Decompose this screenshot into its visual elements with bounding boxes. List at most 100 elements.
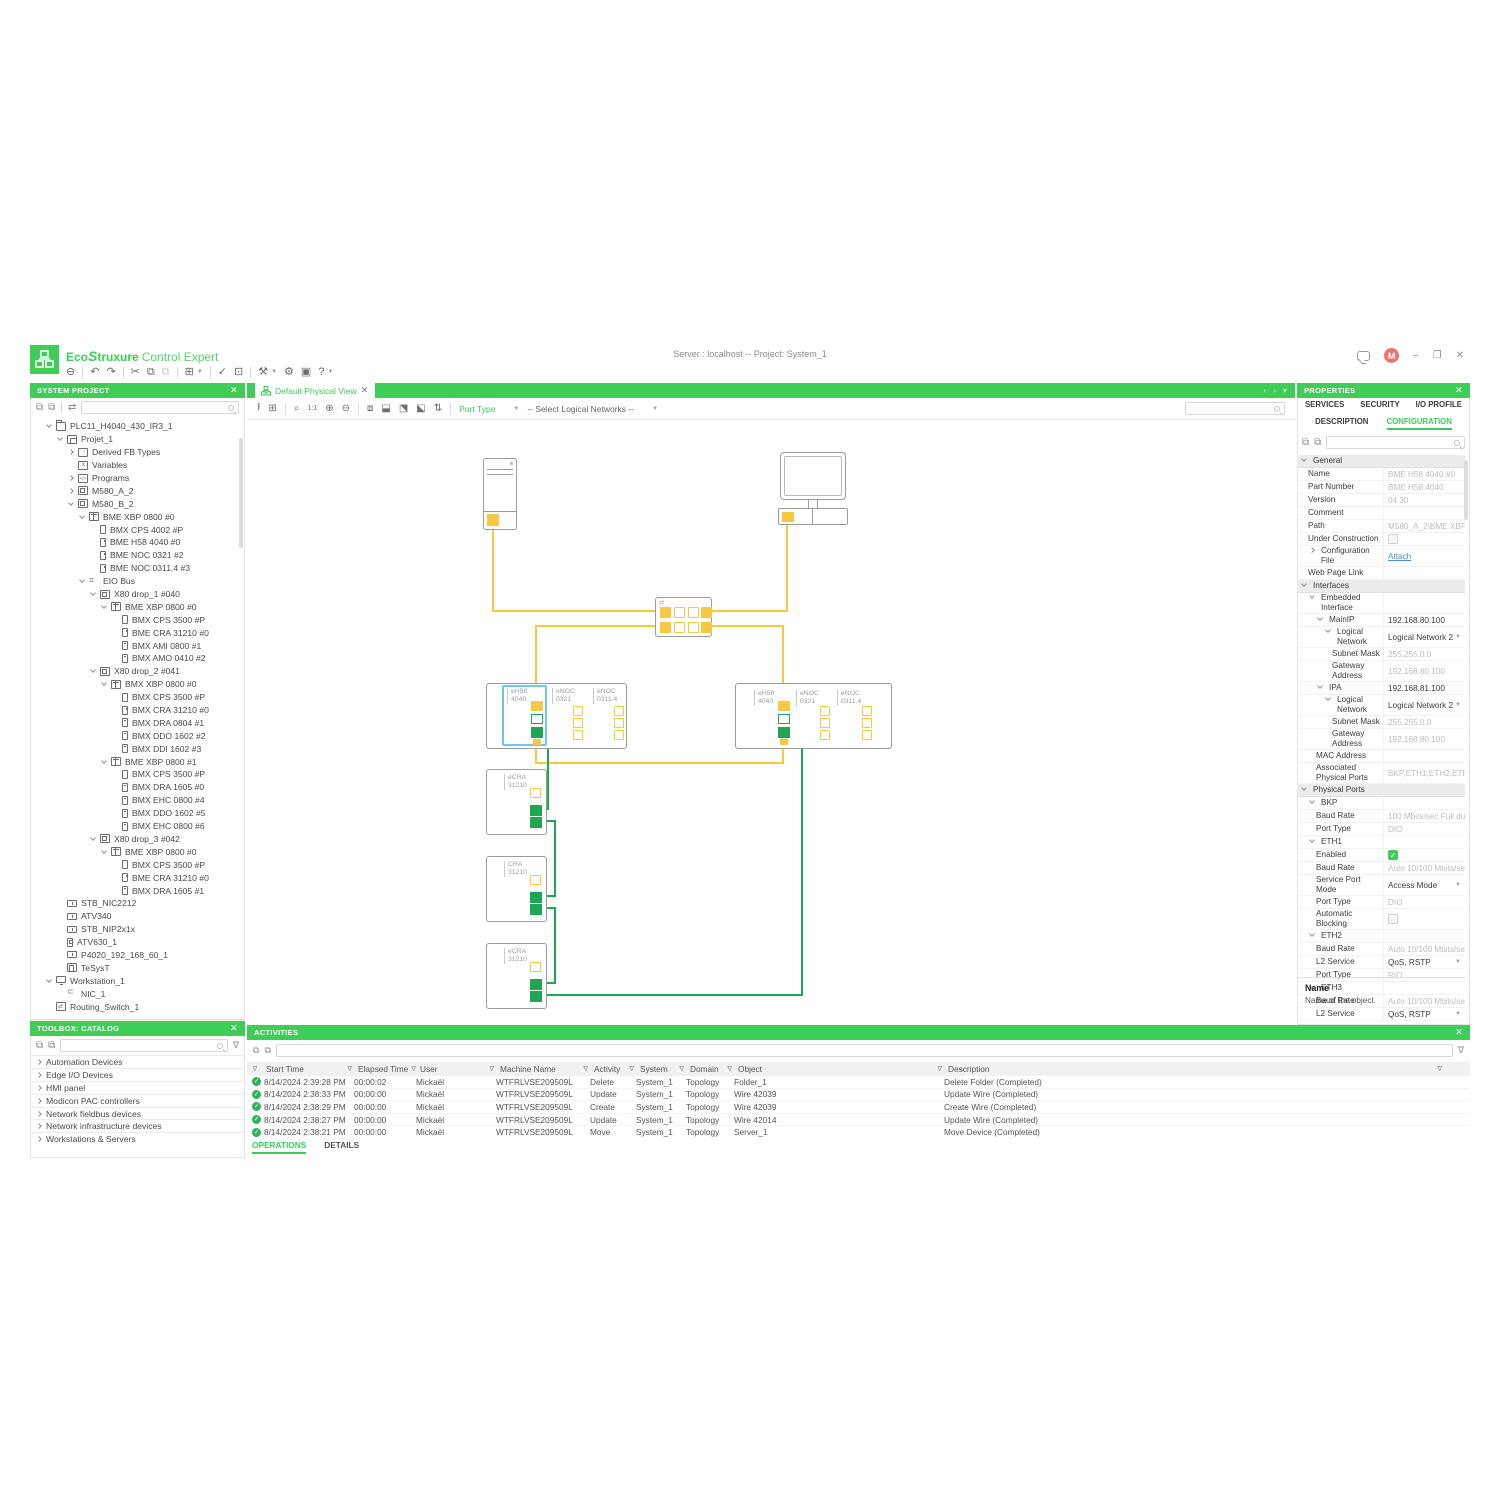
device-port[interactable] <box>530 962 541 972</box>
workstation-port[interactable] <box>782 512 794 522</box>
tree-item[interactable]: BME XBP 0800 #1 <box>31 755 239 768</box>
drop-device-cra[interactable]: CRA 31210 <box>486 856 547 922</box>
module-port[interactable] <box>862 706 872 716</box>
close-icon[interactable]: ✕ <box>230 1023 238 1033</box>
chevron-icon[interactable] <box>35 1071 43 1079</box>
column-header-user[interactable]: User ∇ <box>420 1064 494 1074</box>
chevron-icon[interactable] <box>35 1097 43 1105</box>
checkbox-icon[interactable] <box>1388 534 1398 544</box>
tree-item[interactable]: BME XBP 0800 #0 <box>31 845 239 858</box>
print-icon[interactable]: ⊖ <box>66 365 76 378</box>
module-port[interactable] <box>531 714 543 724</box>
module-port[interactable] <box>614 718 624 728</box>
module-port[interactable] <box>614 706 624 716</box>
settings-icon[interactable]: ⚙ <box>284 365 294 378</box>
toolbox-category[interactable]: Workstations & Servers <box>31 1132 244 1145</box>
chevron-icon[interactable] <box>35 1135 43 1143</box>
tree-item[interactable]: Programs <box>31 472 239 485</box>
tree-item[interactable]: BME H58 4040 #0 <box>31 536 239 549</box>
activity-row[interactable]: ✓ 8/14/2024 2:38:29 PM 00:00:00 Mickaël WTFR… <box>247 1101 1470 1114</box>
paste-icon[interactable]: ⧉ <box>161 365 170 378</box>
switch-port[interactable] <box>660 607 671 618</box>
module-port[interactable] <box>820 718 830 728</box>
filter-icon[interactable]: ∇ <box>1437 1066 1442 1073</box>
tab-services[interactable]: SERVICES <box>1304 400 1345 409</box>
properties-search-input[interactable] <box>1326 436 1465 449</box>
tab-security[interactable]: SECURITY <box>1360 400 1400 409</box>
close-icon[interactable]: ✕ <box>230 385 238 395</box>
chevron-icon[interactable] <box>35 1058 43 1066</box>
column-header-elapsed-time[interactable]: Elapsed Time ∇ <box>358 1064 416 1074</box>
expand-all-icon[interactable]: ⧉ <box>48 402 56 413</box>
module-port[interactable] <box>778 727 790 738</box>
snap-a-icon[interactable]: ⧈ <box>367 403 374 414</box>
chevron-icon[interactable] <box>1308 931 1316 939</box>
chevron-icon[interactable] <box>78 577 86 585</box>
switch-port[interactable] <box>660 622 671 633</box>
chevron-icon[interactable] <box>1308 546 1316 554</box>
tree-item[interactable]: X80 drop_2 #041 <box>31 665 239 678</box>
module-port[interactable] <box>820 706 830 716</box>
tree-item[interactable]: BMX XBP 0800 #0 <box>31 678 239 691</box>
tree-item[interactable]: BMX CPS 3500 #P <box>31 768 239 781</box>
property-value[interactable]: QoS, RSTP ▼ <box>1383 956 1465 968</box>
chevron-icon[interactable] <box>89 667 97 675</box>
filter-icon[interactable]: ∇ <box>679 1066 684 1073</box>
workstation-monitor[interactable] <box>780 452 846 500</box>
chevron-icon[interactable] <box>1308 837 1316 845</box>
toolbox-category[interactable]: Network fieldbus devices <box>31 1106 244 1120</box>
chevron-icon[interactable] <box>67 474 75 482</box>
tree-item[interactable]: BMX CPS 3500 #P <box>31 613 239 626</box>
filter-icon[interactable]: ∇ <box>252 1066 258 1073</box>
tree-item[interactable]: PLC11_H4040_430_IR3_1 <box>31 420 239 433</box>
cut-icon[interactable]: ✂ <box>130 365 140 378</box>
module-port[interactable] <box>531 701 543 711</box>
module-port[interactable] <box>820 730 830 740</box>
tree-item[interactable]: BME NOC 0321 #2 <box>31 549 239 562</box>
switch-port[interactable] <box>688 607 699 618</box>
tree-item[interactable]: BME CRA 31210 #0 <box>31 871 239 884</box>
workstation-base[interactable] <box>778 508 848 525</box>
column-header-system[interactable]: System ∇ <box>640 1064 684 1074</box>
filter-icon[interactable]: ∇ <box>583 1066 588 1073</box>
sync-icon[interactable]: ⇄ <box>67 402 77 413</box>
tools-icon[interactable]: ⚒ <box>258 365 269 378</box>
tree-item[interactable]: BME NOC 0311.4 #3 <box>31 562 239 575</box>
device-port[interactable] <box>530 817 542 828</box>
chevron-icon[interactable] <box>78 512 86 521</box>
chevron-icon[interactable] <box>1316 615 1324 623</box>
activities-search-input[interactable] <box>275 1043 1453 1057</box>
feedback-icon[interactable] <box>1357 350 1371 361</box>
tree-item[interactable]: X80 drop_3 #042 <box>31 833 239 846</box>
tree-scrollbar[interactable] <box>239 438 243 548</box>
toolbox-category[interactable]: Network infrastructure devices <box>31 1119 244 1132</box>
module-port[interactable] <box>533 739 541 745</box>
routing-switch[interactable]: ⇄ <box>655 597 712 637</box>
property-value[interactable] <box>1383 533 1465 545</box>
chevron-icon[interactable] <box>1300 456 1308 464</box>
zoom-1-1-icon[interactable]: 1:1 <box>307 405 318 412</box>
restore-button[interactable]: ❐ <box>1432 350 1442 361</box>
tab-operations[interactable]: OPERATIONS <box>252 1140 307 1154</box>
device-port[interactable] <box>530 805 542 816</box>
help-icon[interactable]: ? <box>318 365 325 378</box>
tree-item[interactable]: BMX CPS 4002 #P <box>31 523 239 536</box>
chevron-icon[interactable] <box>35 1084 43 1092</box>
rack-left[interactable]: eH58 4040 eNOC 0321 eNOC 0311.4 <box>486 683 627 749</box>
column-header-object[interactable]: Object ∇ <box>738 1064 942 1074</box>
tab-details[interactable]: DETAILS <box>324 1140 360 1150</box>
server-device[interactable] <box>483 458 517 530</box>
export-icon[interactable]: ⭱ <box>257 402 261 413</box>
module-port[interactable] <box>573 718 583 728</box>
filter-icon[interactable]: ∇ <box>232 1040 239 1050</box>
tree-item[interactable]: BMX AMI 0800 #1 <box>31 639 239 652</box>
toolbox-category[interactable]: Automation Devices <box>31 1055 244 1068</box>
toolbox-category[interactable]: Modicon PAC controllers <box>31 1093 244 1107</box>
expand-all-icon[interactable]: ⧉ <box>48 1040 56 1051</box>
tree-item[interactable]: BMX DRA 0804 #1 <box>31 716 239 729</box>
toolbox-category[interactable]: HMI panel <box>31 1080 244 1094</box>
property-value[interactable]: Access Mode ▼ <box>1383 875 1465 895</box>
zoom-out-icon[interactable]: ⊖ <box>341 403 351 414</box>
tabbar-overflow-controls[interactable]: ‹ › ▾ <box>1263 386 1287 395</box>
redo-icon[interactable]: ↷ <box>106 365 116 378</box>
